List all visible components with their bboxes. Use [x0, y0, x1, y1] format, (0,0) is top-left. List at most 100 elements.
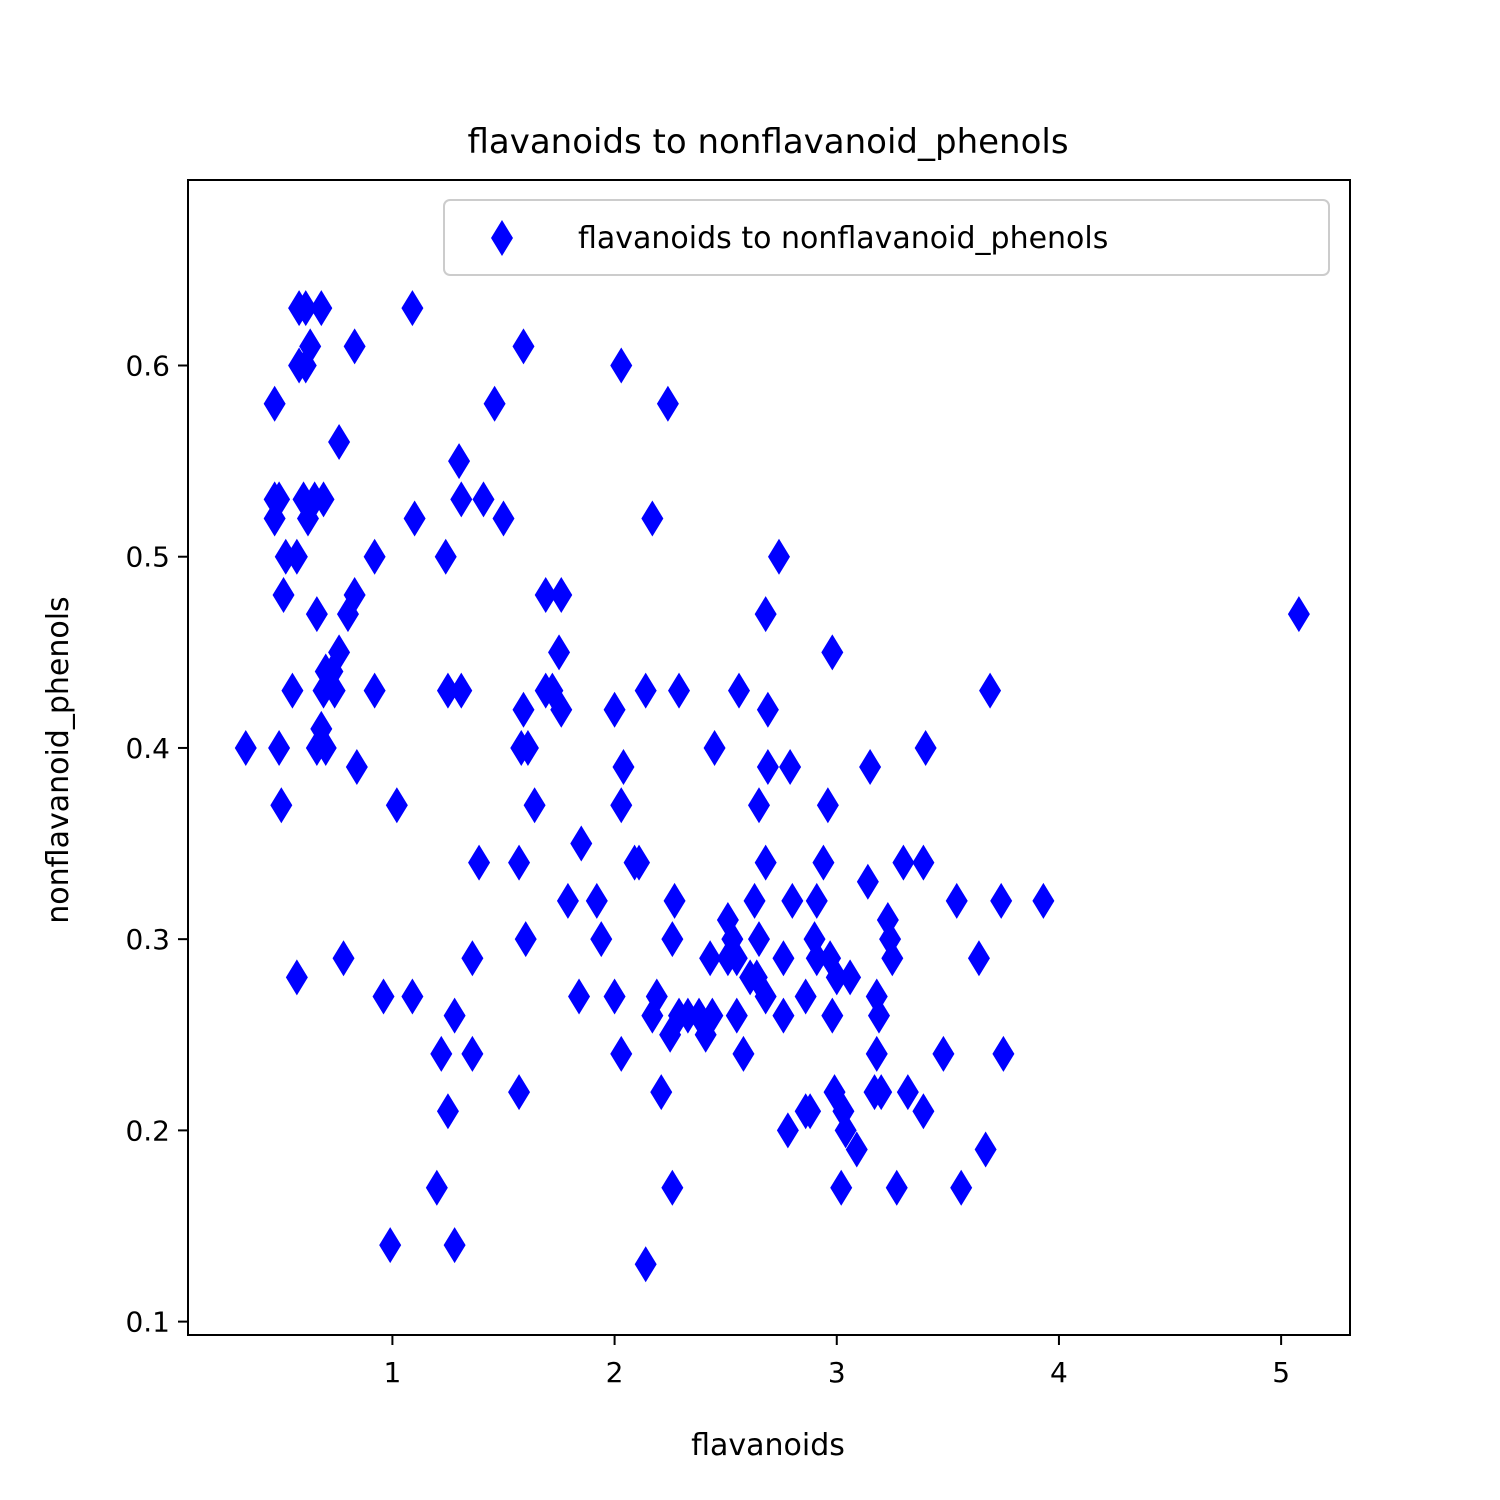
data-point	[805, 882, 828, 919]
data-point	[974, 1131, 997, 1168]
legend-label: flavanoids to nonflavanoid_phenols	[578, 221, 1108, 256]
data-point	[328, 423, 351, 460]
y-tick-label: 0.6	[125, 349, 170, 382]
legend: flavanoids to nonflavanoid_phenols	[443, 199, 1330, 276]
y-axis-ticks: 0.1 0.2 0.3 0.4 0.5 0.6	[125, 349, 188, 1339]
data-point	[272, 576, 295, 613]
data-point	[610, 787, 633, 824]
data-point	[856, 863, 879, 900]
data-point	[668, 672, 691, 709]
data-point	[512, 691, 535, 728]
data-point	[748, 787, 771, 824]
data-point	[728, 672, 751, 709]
data-point	[448, 443, 471, 480]
data-point	[508, 844, 531, 881]
data-point	[821, 634, 844, 671]
data-point	[314, 729, 337, 766]
data-point	[834, 1112, 857, 1149]
data-point	[701, 997, 724, 1034]
y-tick-label: 0.3	[125, 923, 170, 956]
data-point	[590, 921, 613, 958]
data-point	[401, 978, 424, 1015]
x-tick-label: 3	[828, 1356, 846, 1389]
data-point	[945, 882, 968, 919]
data-point	[912, 1093, 935, 1130]
data-point	[568, 978, 591, 1015]
data-point	[434, 538, 457, 575]
data-point	[343, 328, 366, 365]
x-axis-label: flavanoids	[691, 1428, 845, 1463]
data-point	[656, 385, 679, 422]
data-point	[379, 1227, 402, 1264]
data-point	[483, 385, 506, 422]
data-point	[628, 844, 651, 881]
data-point	[345, 749, 368, 786]
data-point	[661, 1169, 684, 1206]
data-point	[979, 672, 1002, 709]
data-point	[610, 347, 633, 384]
data-point	[312, 481, 335, 518]
data-point	[634, 1246, 657, 1283]
y-tick-label: 0.1	[125, 1306, 170, 1339]
legend-box	[443, 199, 1330, 276]
data-point	[725, 997, 748, 1034]
data-point	[585, 882, 608, 919]
data-point	[603, 978, 626, 1015]
data-point	[443, 1227, 466, 1264]
data-point	[450, 672, 473, 709]
y-axis-label: nonflavanoid_phenols	[41, 596, 76, 923]
data-point	[550, 576, 573, 613]
data-point	[612, 749, 635, 786]
data-point	[461, 1035, 484, 1072]
data-point	[274, 538, 297, 575]
data-point	[468, 844, 491, 881]
y-tick-label: 0.5	[125, 541, 170, 574]
y-tick-label: 0.2	[125, 1114, 170, 1147]
data-point	[865, 1035, 888, 1072]
data-point	[263, 385, 286, 422]
data-point	[305, 596, 328, 633]
data-point	[914, 729, 937, 766]
data-point	[748, 921, 771, 958]
data-point	[285, 959, 308, 996]
data-point	[570, 825, 593, 862]
data-point	[699, 940, 722, 977]
data-point	[896, 1074, 919, 1111]
data-point	[892, 844, 915, 881]
chart-title: flavanoids to nonflavanoid_phenols	[467, 122, 1068, 162]
data-point	[881, 940, 904, 977]
data-point	[492, 500, 515, 537]
data-point	[776, 1112, 799, 1149]
data-point	[990, 882, 1013, 919]
data-point	[234, 729, 257, 766]
data-point	[799, 1093, 822, 1130]
data-point	[343, 576, 366, 613]
data-point	[430, 1035, 453, 1072]
data-point	[661, 921, 684, 958]
data-point	[781, 882, 804, 919]
data-point	[425, 1169, 448, 1206]
data-point	[436, 672, 459, 709]
data-point	[363, 538, 386, 575]
data-point	[296, 500, 319, 537]
data-point	[508, 1074, 531, 1111]
x-tick-label: 5	[1272, 1356, 1290, 1389]
legend-marker	[491, 220, 513, 256]
data-point	[779, 749, 802, 786]
data-point	[870, 1074, 893, 1111]
data-point	[821, 997, 844, 1034]
data-point	[285, 538, 308, 575]
data-point	[603, 691, 626, 728]
data-point	[805, 940, 828, 977]
data-point	[328, 634, 351, 671]
plot-frame	[187, 179, 1351, 1336]
data-point	[992, 1035, 1015, 1072]
data-point	[548, 634, 571, 671]
x-axis-ticks: 1 2 3 4 5	[383, 1335, 1290, 1389]
data-point	[385, 787, 408, 824]
y-tick-label: 0.4	[125, 732, 170, 765]
data-point	[634, 672, 657, 709]
data-point	[825, 959, 848, 996]
data-point	[756, 691, 779, 728]
